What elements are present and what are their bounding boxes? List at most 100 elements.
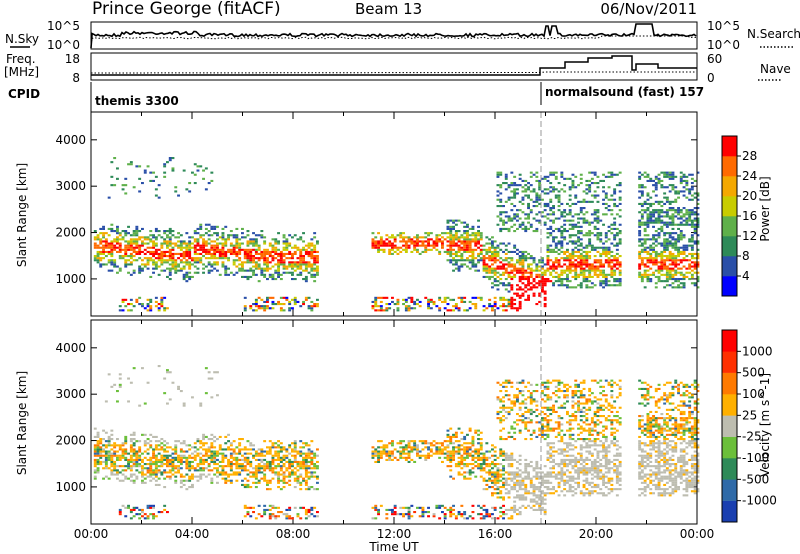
- heatmap-cell: [135, 506, 139, 509]
- heatmap-cell: [96, 435, 100, 438]
- heatmap-cell: [643, 250, 647, 253]
- heatmap-cell: [268, 467, 272, 470]
- heatmap-cell: [535, 219, 539, 222]
- heatmap-cell: [116, 454, 119, 457]
- heatmap-cell: [127, 377, 130, 380]
- heatmap-cell: [496, 198, 500, 201]
- heatmap-cell: [424, 248, 428, 251]
- heatmap-cell: [604, 175, 608, 178]
- heatmap-cell: [246, 513, 250, 516]
- heatmap-cell: [671, 171, 675, 174]
- heatmap-cell: [660, 209, 664, 212]
- heatmap-cell: [471, 261, 475, 264]
- heatmap-cell: [393, 448, 397, 451]
- heatmap-cell: [696, 248, 700, 251]
- heatmap-cell: [299, 236, 303, 239]
- heatmap-cell: [216, 458, 219, 461]
- heatmap-cell: [452, 456, 455, 459]
- heatmap-cell: [571, 255, 575, 258]
- heatmap-cell: [535, 282, 539, 285]
- heatmap-cell: [416, 450, 419, 453]
- heatmap-cell: [610, 227, 614, 230]
- heatmap-cell: [138, 269, 142, 272]
- heatmap-cell: [396, 458, 400, 461]
- heatmap-cell: [446, 456, 450, 459]
- heatmap-cell: [160, 257, 164, 260]
- heatmap-cell: [474, 448, 478, 451]
- heatmap-cell: [388, 236, 392, 239]
- heatmap-cell: [232, 252, 236, 255]
- heatmap-cell: [535, 200, 539, 203]
- heatmap-cell: [427, 454, 430, 457]
- heatmap-cell: [268, 250, 272, 253]
- heatmap-cell: [188, 444, 192, 447]
- heatmap-cell: [424, 456, 428, 459]
- heatmap-cell: [585, 246, 589, 249]
- heatmap-cell: [460, 456, 464, 459]
- heatmap-cell: [154, 267, 158, 270]
- heatmap-cell: [460, 242, 464, 245]
- heatmap-cell: [482, 257, 486, 260]
- heatmap-cell: [416, 446, 419, 449]
- heatmap-cell: [535, 192, 539, 195]
- heatmap-cell: [254, 248, 258, 251]
- heatmap-cell: [646, 265, 650, 268]
- heatmap-cell: [538, 196, 542, 199]
- heatmap-cell: [679, 182, 683, 185]
- heatmap-cell: [113, 442, 117, 445]
- heatmap-cell: [479, 463, 483, 466]
- power-colorbar-segment-4: [722, 196, 737, 217]
- heatmap-cell: [154, 473, 158, 476]
- heatmap-cell: [579, 271, 583, 274]
- heatmap-cell: [271, 255, 275, 258]
- heatmap-cell: [402, 244, 405, 247]
- heatmap-cell: [382, 242, 386, 245]
- heatmap-cell: [568, 261, 572, 264]
- heatmap-cell: [657, 267, 661, 270]
- heatmap-cell: [532, 269, 536, 272]
- heatmap-cell: [121, 309, 125, 312]
- heatmap-cell: [460, 300, 464, 303]
- heatmap-cell: [285, 248, 289, 251]
- heatmap-cell: [615, 234, 619, 237]
- heatmap-cell: [474, 257, 478, 260]
- heatmap-cell: [149, 252, 153, 255]
- heatmap-cell: [227, 259, 230, 262]
- heatmap-cell: [163, 255, 167, 258]
- heatmap-cell: [199, 404, 203, 407]
- heatmap-cell: [424, 454, 428, 457]
- heatmap-cell: [116, 390, 119, 393]
- heatmap-cell: [218, 257, 222, 260]
- heatmap-cell: [163, 269, 167, 272]
- heatmap-cell: [207, 252, 211, 255]
- heatmap-cell: [254, 481, 258, 484]
- heatmap-cell: [518, 261, 522, 264]
- heatmap-cell: [118, 508, 122, 511]
- heatmap-cell: [407, 246, 411, 249]
- heatmap-cell: [135, 234, 139, 237]
- heatmap-cell: [452, 305, 455, 308]
- heatmap-cell: [416, 242, 419, 245]
- heatmap-cell: [546, 263, 550, 266]
- heatmap-cell: [249, 471, 253, 474]
- heatmap-cell: [196, 463, 200, 466]
- heatmap-cell: [546, 213, 550, 216]
- heatmap-cell: [182, 265, 186, 268]
- heatmap-cell: [299, 265, 303, 268]
- heatmap-cell: [413, 244, 417, 247]
- heatmap-cell: [129, 240, 133, 243]
- heatmap-cell: [521, 255, 525, 258]
- heatmap-cell: [279, 456, 283, 459]
- heatmap-cell: [210, 454, 214, 457]
- heatmap-cell: [310, 508, 314, 511]
- heatmap-cell: [474, 263, 478, 266]
- heatmap-cell: [668, 267, 672, 270]
- heatmap-cell: [674, 190, 678, 193]
- heatmap-cell: [213, 440, 217, 443]
- heatmap-cell: [571, 219, 575, 222]
- heatmap-cell: [438, 252, 442, 255]
- heatmap-cell: [266, 305, 269, 308]
- heatmap-cell: [307, 263, 311, 266]
- heatmap-cell: [638, 171, 642, 174]
- heatmap-cell: [291, 460, 294, 463]
